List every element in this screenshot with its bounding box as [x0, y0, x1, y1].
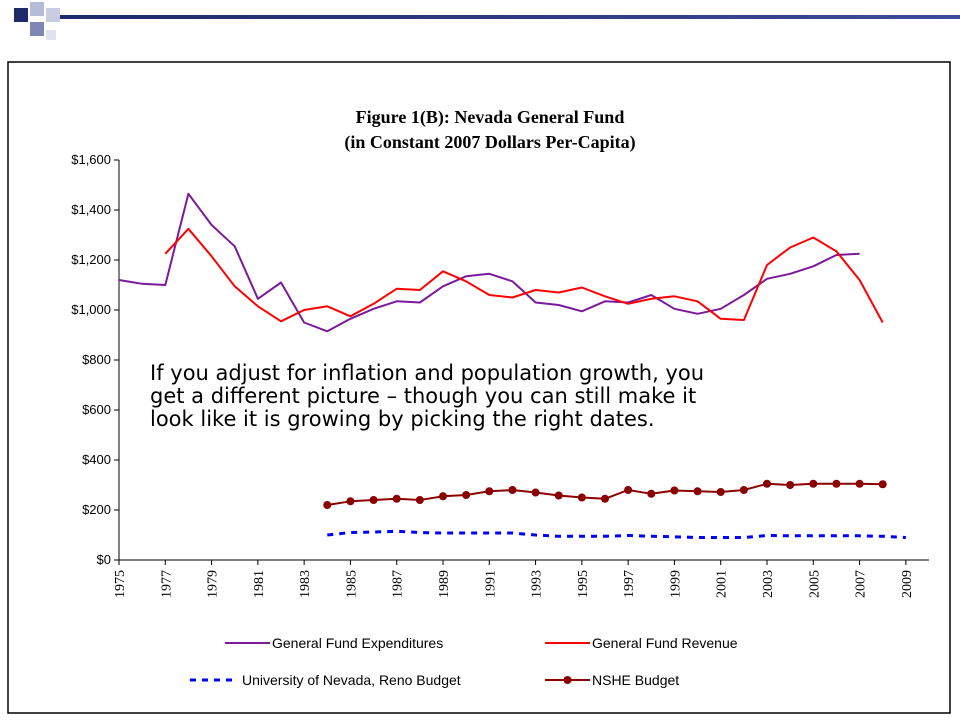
x-tick-label: 1991: [483, 570, 498, 598]
series-marker: [415, 496, 424, 504]
y-tick-label: $0: [97, 552, 111, 567]
series-marker: [346, 497, 355, 506]
x-tick-label: 1979: [206, 570, 221, 598]
series-marker: [786, 481, 795, 489]
annotation: If you adjust for inflation and populati…: [150, 361, 704, 385]
x-tick-label: 1993: [530, 570, 545, 598]
series-marker: [647, 489, 656, 498]
series-marker: [462, 491, 471, 499]
x-tick-label: 2003: [761, 570, 776, 598]
series-marker: [369, 496, 378, 504]
legend-label: General Fund Expenditures: [272, 635, 443, 651]
legend-marker: [563, 676, 572, 684]
chart-title: Figure 1(B): Nevada General Fund: [356, 107, 625, 128]
series-line: [118, 192, 860, 333]
x-tick-label: 1997: [622, 570, 637, 598]
annotation: get a different picture – though you can…: [150, 384, 696, 408]
x-tick-label: 2001: [715, 570, 730, 598]
series-marker: [739, 486, 748, 494]
y-tick-label: $1,400: [71, 202, 111, 217]
series-line: [327, 529, 906, 539]
x-tick-label: 1999: [668, 570, 683, 598]
y-tick-label: $200: [82, 502, 111, 517]
series-marker: [485, 487, 494, 496]
chart-frame: [7, 61, 951, 714]
series-marker: [601, 494, 609, 503]
deco-square: [30, 2, 44, 16]
series-marker: [809, 479, 818, 488]
y-tick-label: $400: [82, 452, 111, 467]
chart-subtitle: (in Constant 2007 Dollars Per-Capita): [344, 132, 635, 153]
series-marker: [832, 479, 841, 488]
series-marker: [693, 487, 702, 496]
series-marker: [763, 479, 771, 488]
series-marker: [392, 494, 401, 503]
x-tick-label: 1977: [159, 570, 174, 598]
header-bar: [60, 15, 960, 19]
series-marker: [554, 491, 563, 500]
x-tick-label: 2009: [900, 570, 915, 598]
series-marker: [878, 480, 887, 489]
x-tick-label: 1995: [576, 570, 591, 598]
y-tick-label: $1,200: [71, 252, 111, 267]
series-marker: [508, 486, 517, 494]
x-tick-label: 2005: [807, 570, 822, 598]
y-tick-label: $800: [82, 352, 111, 367]
x-tick-label: 2007: [854, 570, 869, 598]
series-marker: [624, 486, 633, 494]
x-tick-label: 1981: [252, 570, 267, 598]
x-tick-label: 1987: [391, 570, 406, 598]
legend-label: NSHE Budget: [592, 672, 679, 688]
series-marker: [670, 486, 679, 495]
y-tick-label: $600: [82, 402, 111, 417]
x-tick-label: 1975: [113, 570, 128, 598]
legend-label: General Fund Revenue: [592, 635, 738, 651]
series-line: [164, 227, 884, 323]
y-tick-label: $1,000: [71, 302, 111, 317]
annotation: look like it is growing by picking the r…: [150, 407, 655, 431]
y-tick-label: $1,600: [71, 152, 111, 167]
x-tick-label: 1983: [298, 570, 313, 598]
deco-square: [14, 8, 28, 22]
series-marker: [716, 488, 725, 496]
deco-square: [46, 8, 60, 22]
series-marker: [577, 493, 586, 502]
deco-square: [46, 30, 56, 40]
series-marker: [531, 488, 540, 497]
series-marker: [855, 479, 864, 488]
series-marker: [439, 492, 447, 501]
x-tick-label: 1985: [344, 570, 359, 598]
x-tick-label: 1989: [437, 570, 452, 598]
legend-label: University of Nevada, Reno Budget: [242, 672, 461, 688]
deco-square: [30, 22, 44, 36]
series-marker: [323, 501, 332, 509]
